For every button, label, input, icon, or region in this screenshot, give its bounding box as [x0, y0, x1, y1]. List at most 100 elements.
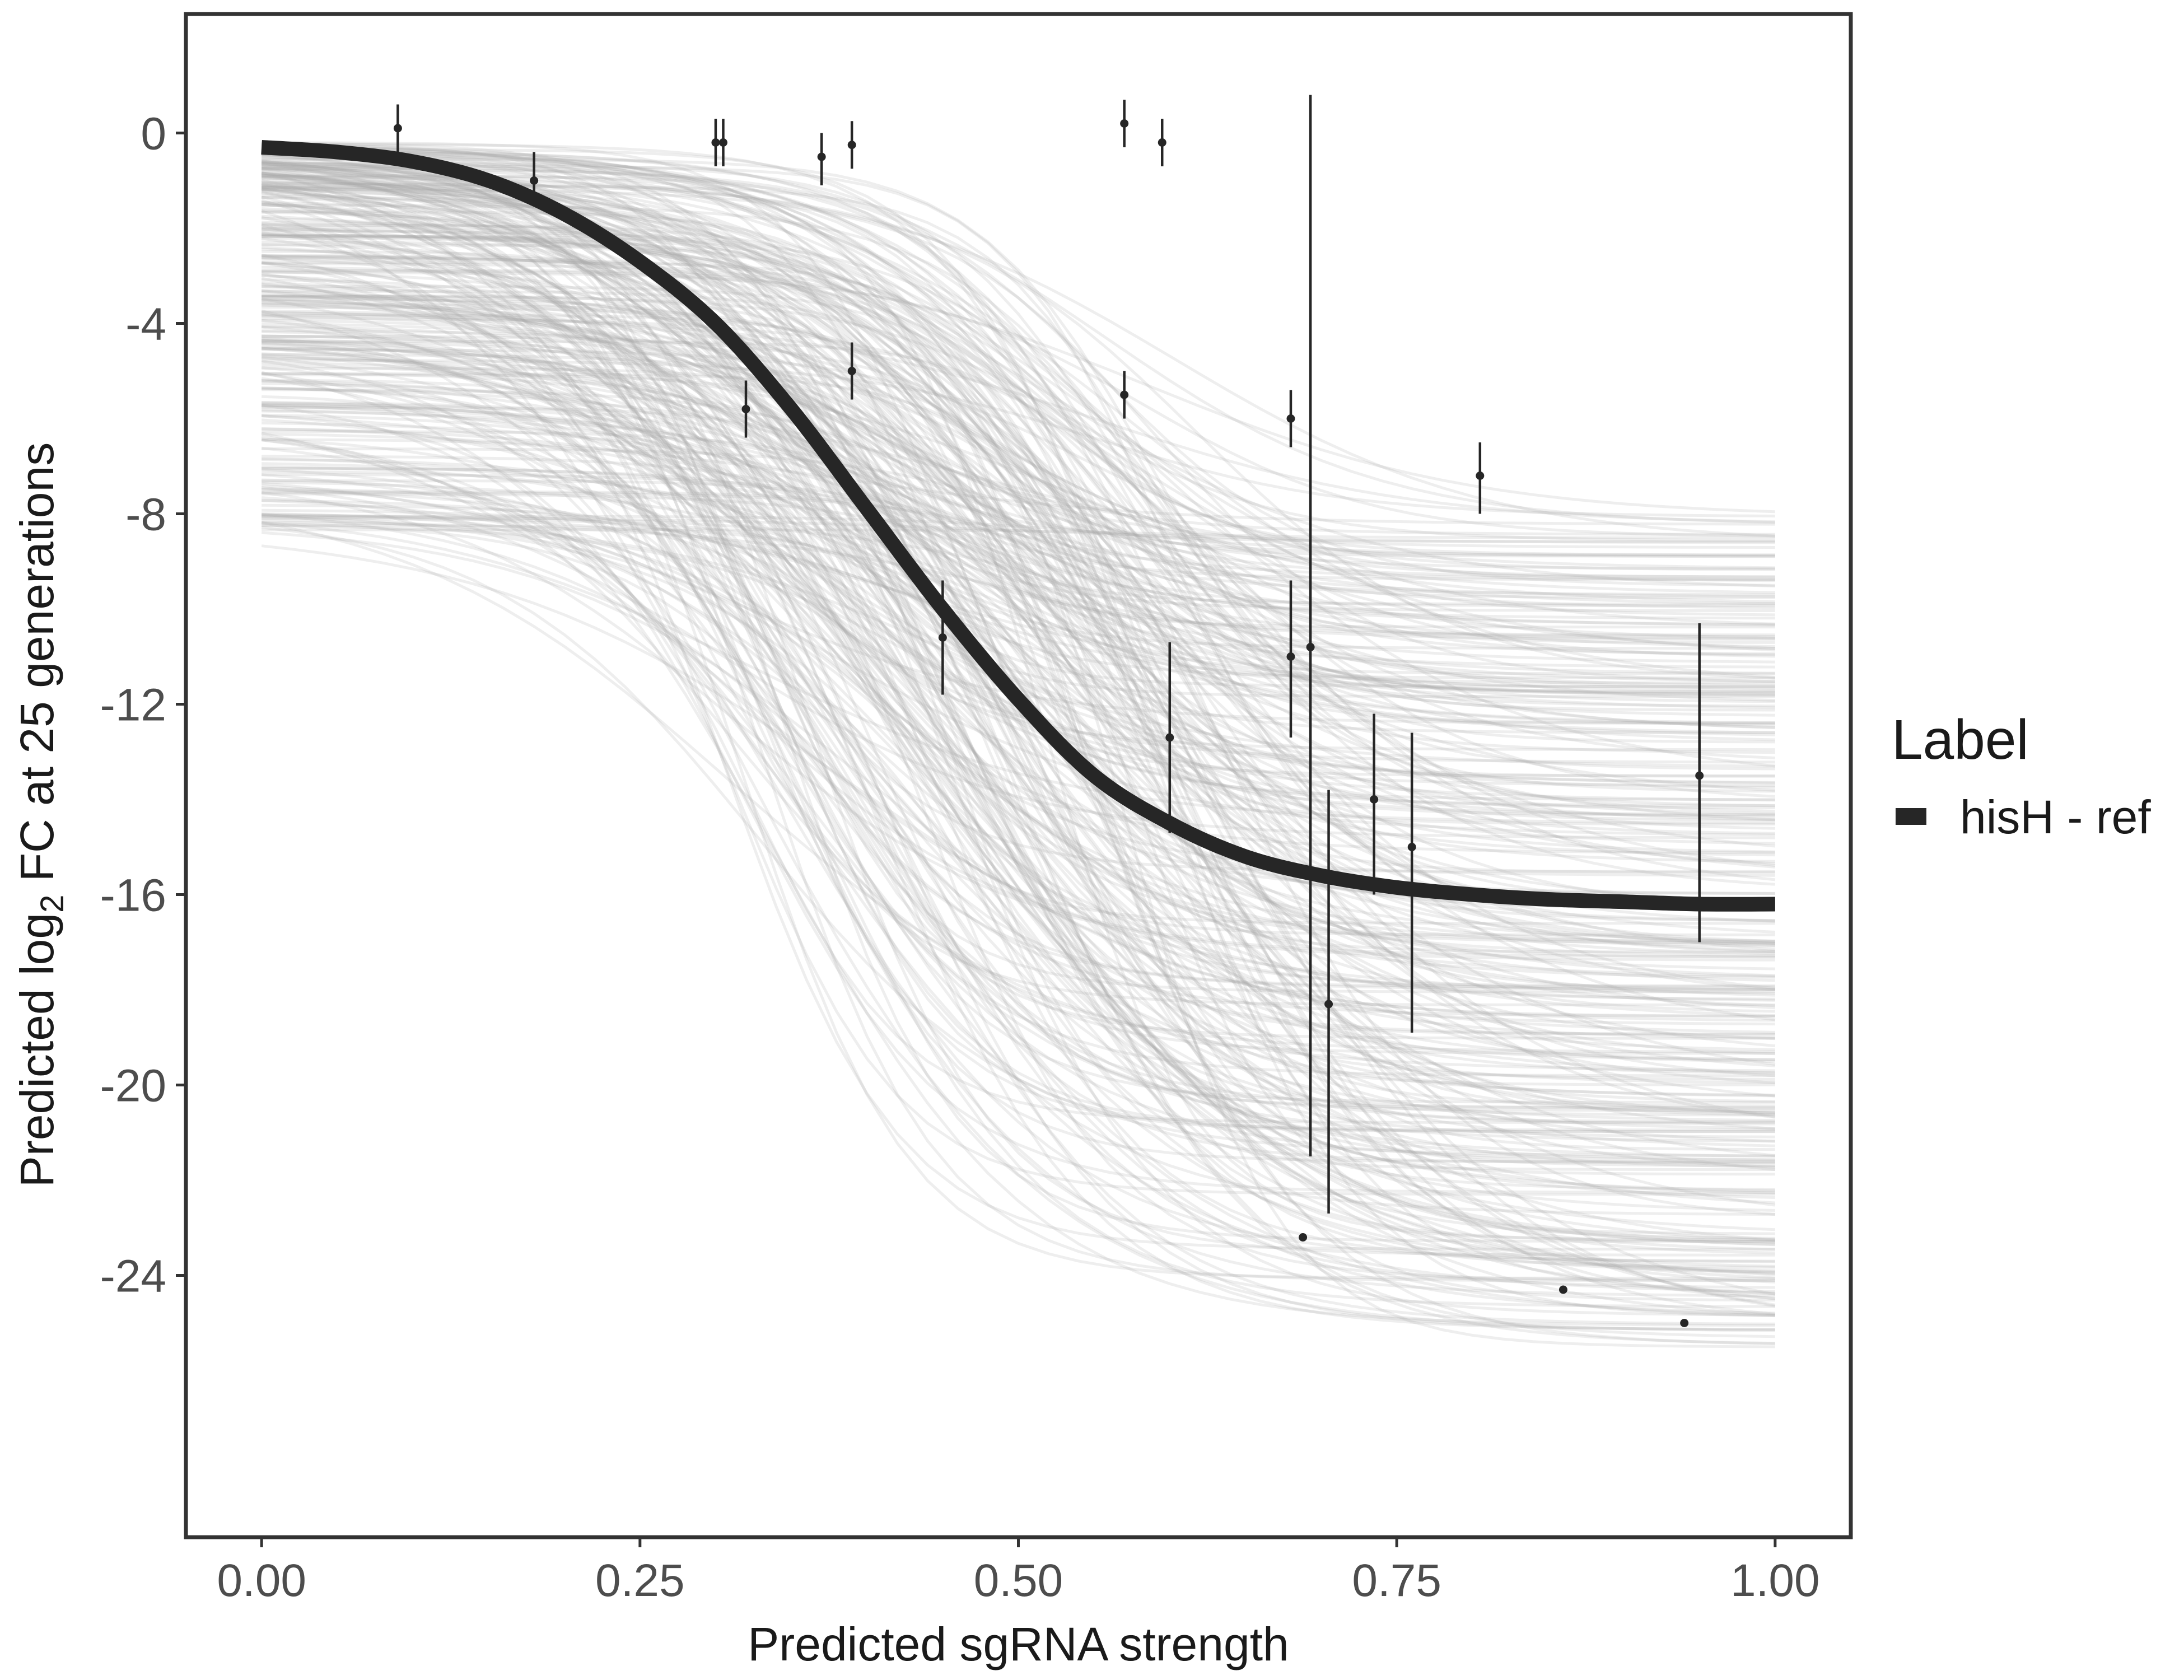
y-tick-label: -4	[125, 299, 166, 350]
posterior-draw-line	[261, 195, 1775, 1098]
data-point	[530, 152, 539, 204]
posterior-draw-line	[262, 382, 1775, 620]
posterior-draw-line	[261, 162, 1775, 697]
posterior-draw-line	[262, 234, 1776, 1300]
posterior-draw-line	[261, 160, 1775, 609]
y-axis-title-part-2: FC at 25 generations	[11, 442, 63, 895]
point-marker	[1407, 843, 1416, 851]
posterior-draw-line	[262, 143, 1776, 1300]
posterior-draw-line	[261, 160, 1775, 604]
posterior-draw-line	[261, 347, 1776, 1295]
posterior-draw-line	[262, 148, 1775, 524]
data-point	[847, 342, 856, 400]
posterior-draw-line	[261, 182, 1775, 1272]
y-tick-label: -8	[125, 489, 166, 540]
posterior-draw-line	[262, 421, 1776, 869]
posterior-draw-line	[262, 373, 1775, 608]
data-point	[718, 119, 727, 166]
posterior-draw-line	[261, 521, 1775, 1072]
posterior-draw-line	[262, 226, 1775, 993]
data-point	[1306, 95, 1315, 1156]
point-marker	[1695, 771, 1704, 780]
posterior-draw-line	[262, 348, 1775, 571]
data-point	[1680, 1319, 1689, 1327]
posterior-draw-line	[261, 431, 1775, 995]
posterior-draw-line	[262, 466, 1776, 1169]
data-point	[1120, 100, 1129, 147]
posterior-draw-line	[262, 473, 1775, 703]
posterior-draw-line	[262, 515, 1775, 1244]
posterior-draw-line	[261, 372, 1775, 1075]
posterior-draw-line	[262, 285, 1775, 1116]
posterior-draw-line	[261, 169, 1775, 669]
point-marker	[1120, 119, 1129, 128]
posterior-draw-line	[261, 231, 1775, 991]
posterior-draw-line	[262, 233, 1776, 1315]
posterior-draw-line	[261, 223, 1775, 1293]
posterior-draw-line	[262, 186, 1775, 588]
posterior-draw-line	[262, 372, 1775, 1269]
posterior-draw-line	[262, 491, 1775, 687]
posterior-draw-line	[261, 203, 1776, 1242]
posterior-draw-line	[262, 162, 1775, 1056]
posterior-draw-line	[261, 153, 1775, 557]
point-marker	[1286, 414, 1295, 423]
posterior-draw-line	[262, 175, 1775, 696]
posterior-draw-line	[262, 503, 1775, 1018]
posterior-draw-line	[262, 395, 1775, 1196]
data-point	[741, 380, 750, 438]
posterior-draw-line	[262, 294, 1775, 1039]
y-tick-label: 0	[141, 109, 166, 160]
posterior-draw-line	[262, 346, 1775, 1075]
posterior-draw-line	[262, 154, 1776, 1077]
point-marker	[718, 138, 727, 147]
posterior-draw-line	[262, 306, 1775, 1013]
posterior-draw-line	[261, 207, 1775, 1036]
point-marker	[1120, 390, 1129, 399]
posterior-draw-line	[261, 246, 1775, 1055]
posterior-draw-line	[262, 295, 1775, 1273]
posterior-draw-line	[262, 317, 1775, 658]
posterior-draw-line	[261, 179, 1776, 1231]
posterior-draw-line	[262, 221, 1775, 582]
data-point	[1286, 580, 1295, 738]
posterior-draw-line	[261, 184, 1776, 1131]
posterior-draw-line	[262, 358, 1775, 517]
posterior-draw-line	[261, 227, 1775, 1212]
posterior-draw-line	[262, 388, 1775, 754]
posterior-draw-line	[262, 294, 1775, 874]
posterior-draw-line	[261, 496, 1776, 1280]
posterior-draw-line	[262, 457, 1775, 736]
posterior-draw-line	[261, 189, 1775, 641]
data-point	[1407, 732, 1416, 1033]
posterior-draw-line	[261, 309, 1775, 1158]
posterior-draw-line	[261, 272, 1775, 1147]
posterior-draw-line	[262, 192, 1775, 702]
point-marker	[817, 152, 826, 161]
posterior-draw-line	[261, 526, 1775, 1158]
posterior-draw-line	[262, 406, 1775, 1086]
data-point	[847, 121, 856, 169]
posterior-draw-line	[261, 437, 1775, 809]
posterior-draw-line	[262, 352, 1775, 1138]
posterior-draw-line	[262, 337, 1775, 596]
posterior-draw-line	[262, 165, 1775, 557]
posterior-draw-line	[262, 201, 1775, 1345]
posterior-draw-line	[262, 479, 1775, 675]
posterior-draw-line	[262, 314, 1775, 1235]
posterior-draw-line	[262, 234, 1775, 1108]
posterior-draw-line	[261, 414, 1775, 1194]
posterior-draw-line	[262, 196, 1775, 1251]
posterior-draw-line	[262, 386, 1775, 1163]
posterior-draw-line	[262, 235, 1775, 922]
posterior-draw-line	[261, 319, 1775, 764]
posterior-draw-line	[262, 330, 1775, 1115]
posterior-draw-line	[261, 254, 1775, 1018]
posterior-draw-line	[262, 153, 1775, 987]
posterior-draw-line	[262, 512, 1775, 943]
posterior-draw-line	[262, 516, 1775, 544]
posterior-draw-line	[262, 455, 1775, 922]
posterior-draw-line	[261, 339, 1775, 1308]
